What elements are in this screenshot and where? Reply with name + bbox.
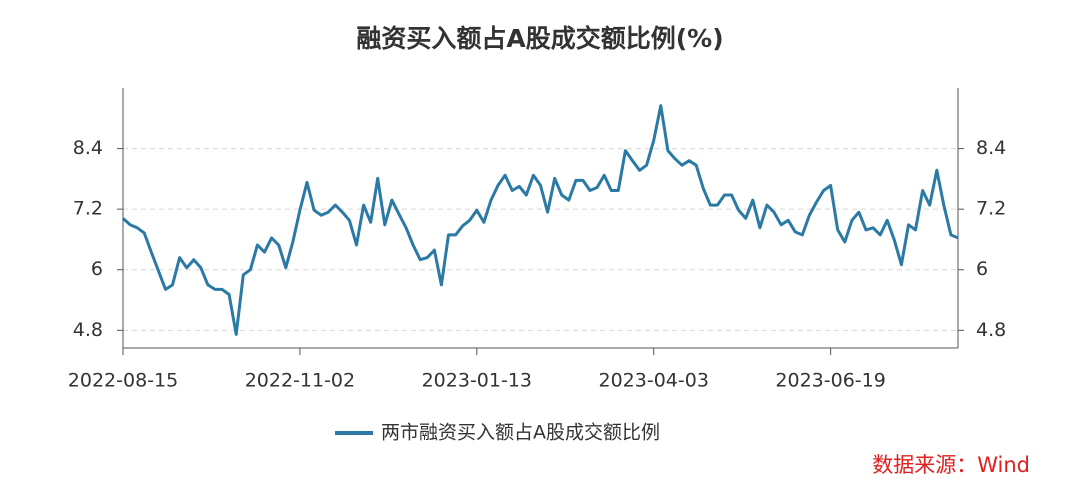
x-tick-label: 2023-06-19 bbox=[775, 370, 885, 392]
y-tick-label: 6 bbox=[91, 258, 103, 280]
x-tick-label: 2023-04-03 bbox=[599, 370, 709, 392]
y-tick-label: 4.8 bbox=[73, 319, 103, 341]
chart-title: 融资买入额占A股成交额比例(%) bbox=[356, 24, 723, 53]
line bbox=[121, 104, 959, 336]
x-tick-label: 2023-01-13 bbox=[422, 370, 532, 392]
x-tick-label: 2022-08-15 bbox=[68, 370, 178, 392]
y2-tick-label: 4.8 bbox=[976, 319, 1006, 341]
y2-tick-label: 7.2 bbox=[976, 198, 1006, 220]
source: 数据来源：Wind bbox=[872, 453, 1030, 477]
y2-tick-label: 6 bbox=[976, 258, 988, 280]
y-tick-label: 8.4 bbox=[73, 137, 103, 159]
x-tick-label: 2022-11-02 bbox=[245, 370, 355, 392]
legend-label: 两市融资买入额占A股成交额比例 bbox=[381, 422, 660, 444]
y2-tick-label: 8.4 bbox=[976, 137, 1006, 159]
y-tick-label: 7.2 bbox=[73, 198, 103, 220]
